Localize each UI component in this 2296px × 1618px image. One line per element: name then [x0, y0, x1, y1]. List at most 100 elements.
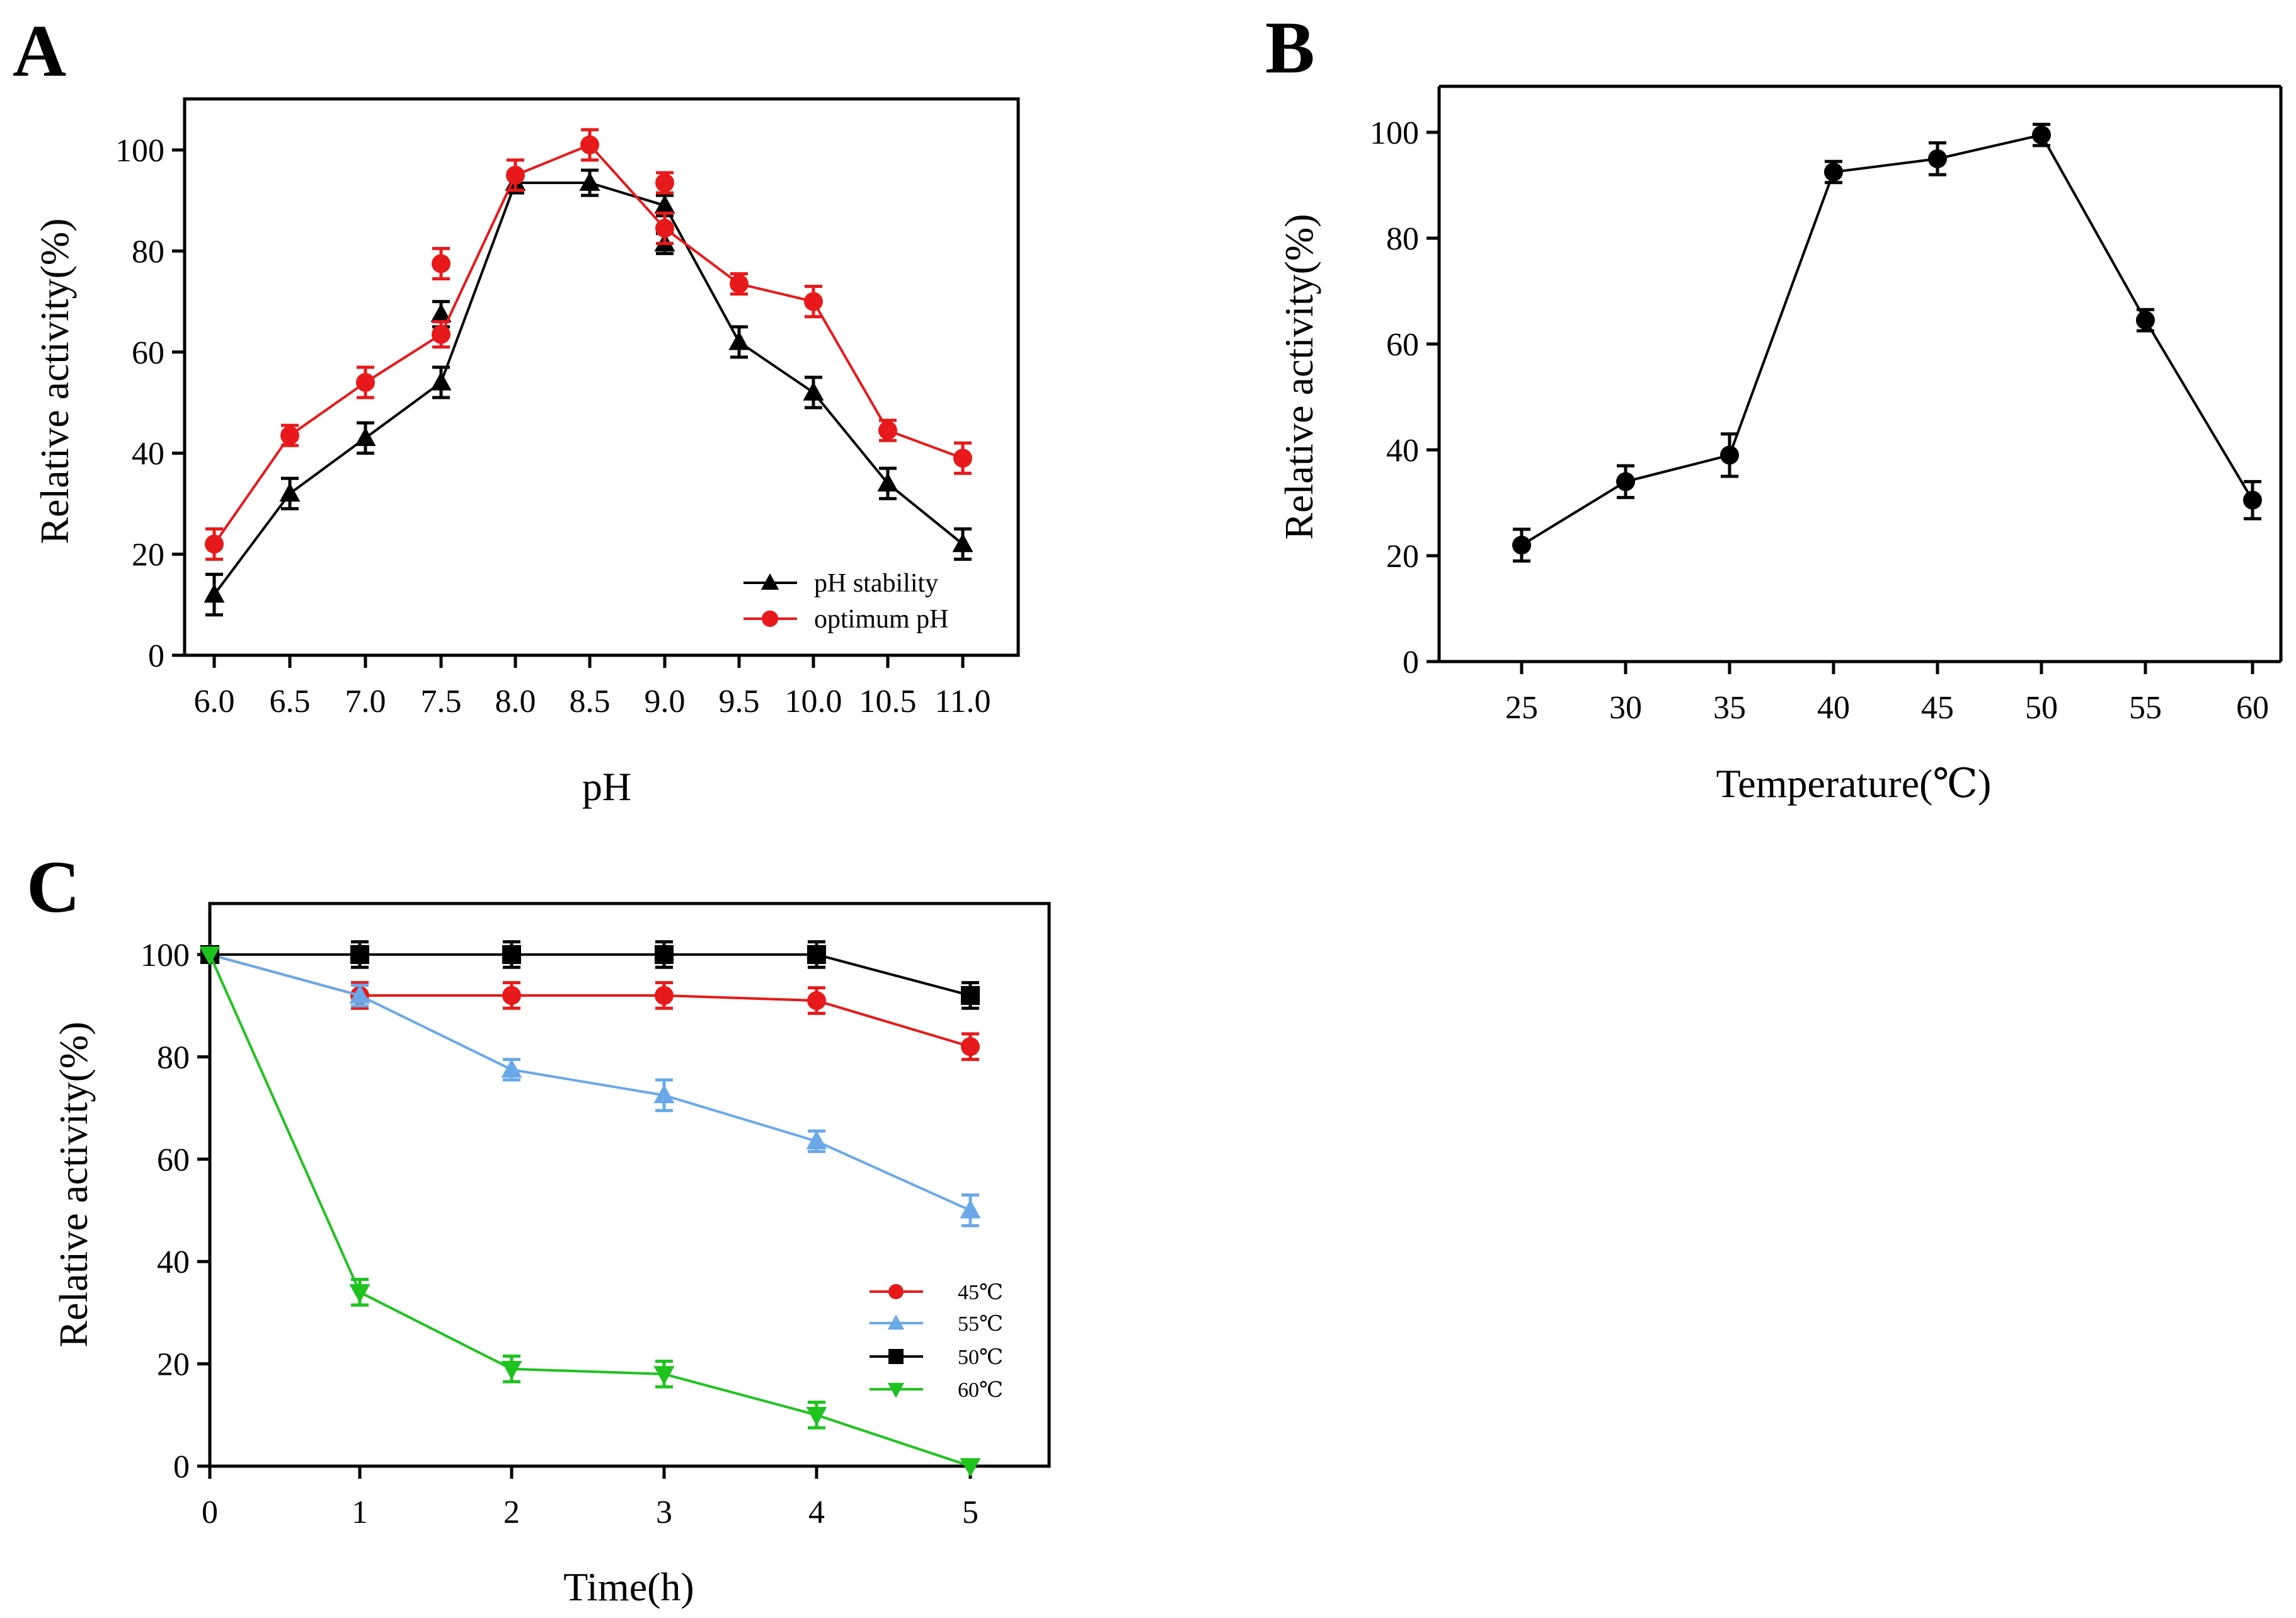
- data-point: [728, 331, 750, 350]
- data-point: [878, 421, 897, 440]
- legend-marker: [887, 1382, 905, 1398]
- data-point: [1512, 536, 1531, 555]
- data-point: [502, 945, 521, 964]
- data-point: [806, 1130, 827, 1150]
- panel-b-series-0: [1512, 122, 2262, 563]
- legend-marker: [761, 573, 779, 590]
- panel-c-xlabel: Time(h): [563, 1564, 694, 1609]
- panel-c-xtick-label: 1: [352, 1495, 368, 1530]
- panel-a-xlabel: pH: [582, 764, 631, 809]
- panel-a-xtick-label: 7.5: [421, 684, 462, 720]
- legend-marker: [887, 1314, 905, 1330]
- panel-c-chart: C Relative activity(%) Time(h) 020406080…: [26, 846, 1051, 1609]
- panel-b-xtick-label: 25: [1505, 690, 1538, 726]
- data-point: [806, 1407, 827, 1426]
- data-point: [961, 1037, 980, 1057]
- data-point: [2243, 490, 2262, 510]
- data-point: [506, 166, 525, 185]
- data-point: [1616, 472, 1635, 491]
- panel-b-xtick-label: 50: [2025, 690, 2058, 726]
- data-point: [804, 292, 823, 311]
- panel-b-letter: B: [1265, 6, 1315, 89]
- data-point: [960, 1458, 981, 1477]
- legend-marker: [888, 1284, 904, 1299]
- legend-label: pH stability: [814, 569, 938, 598]
- panel-a-ytick-label: 20: [132, 537, 164, 573]
- panel-a-ytick-label: 0: [148, 638, 164, 674]
- series-line: [210, 953, 971, 997]
- panel-a-xtick-label: 8.0: [495, 684, 536, 720]
- series-line: [209, 953, 971, 1212]
- panel-b-ytick-label: 40: [1386, 433, 1419, 469]
- data-point: [501, 1360, 522, 1380]
- panel-a-frame: [183, 97, 1020, 657]
- panel-a-xtick-label: 10.5: [859, 684, 917, 720]
- legend-marker: [762, 611, 778, 627]
- panel-c-ytick-label: 100: [141, 938, 190, 973]
- data-point: [430, 303, 452, 323]
- data-point: [355, 427, 376, 446]
- panel-a-ytick-label: 100: [115, 133, 164, 169]
- panel-c-frame: [208, 902, 1051, 1468]
- data-point: [730, 274, 749, 294]
- panel-c-xtick-label: 3: [656, 1495, 672, 1530]
- data-point: [877, 473, 898, 492]
- panel-a-xtick-label: 6.0: [194, 684, 235, 720]
- panel-a-ytick-label: 60: [132, 335, 164, 371]
- panel-a-xtick-label: 11.0: [934, 684, 990, 720]
- panel-b-ylabel: Relative activity(%): [1277, 214, 1321, 539]
- panel-c-series-2: [200, 940, 980, 1010]
- legend-label: 50℃: [958, 1346, 1003, 1369]
- data-point: [580, 135, 599, 154]
- data-point: [2136, 311, 2155, 330]
- panel-b-xtick-label: 40: [1817, 690, 1850, 726]
- panel-a-ytick-label: 80: [132, 234, 164, 270]
- data-point: [655, 985, 674, 1005]
- legend-label: optimum pH: [814, 605, 949, 634]
- data-point: [356, 372, 375, 392]
- data-point: [199, 946, 221, 966]
- data-point: [204, 583, 225, 603]
- data-point: [953, 449, 972, 468]
- data-point: [280, 426, 299, 445]
- panel-b-xtick-label: 55: [2129, 690, 2162, 726]
- panel-c-xtick-label: 5: [962, 1495, 979, 1530]
- data-point: [654, 194, 675, 214]
- panel-c-xtick-label: 4: [808, 1495, 825, 1530]
- panel-b-xtick-label: 45: [1921, 690, 1954, 726]
- data-point: [952, 533, 973, 553]
- data-point: [432, 254, 451, 273]
- panel-a-chart: A Relative activity(%) pH 0 20 40 60 80 100 6.…: [13, 9, 1020, 809]
- panel-c-series-3: [199, 946, 981, 1477]
- panel-c-ytick-label: 80: [157, 1040, 190, 1076]
- series-line: [209, 954, 971, 1467]
- panel-a-xtick-label: 10.0: [785, 684, 842, 720]
- legend-label: 55℃: [958, 1312, 1003, 1336]
- data-point: [502, 985, 521, 1005]
- panel-b-ytick-label: 100: [1370, 115, 1419, 151]
- panel-a-letter: A: [13, 9, 66, 92]
- panel-c-ylabel: Relative activity(%): [51, 1021, 96, 1347]
- data-point: [1720, 445, 1739, 465]
- panel-b-chart: B Relative activity(%) Temperature(℃) 0 2…: [1265, 6, 2283, 806]
- panel-c-xtick-label: 2: [503, 1495, 520, 1530]
- panel-a-ytick-label: 40: [132, 436, 164, 472]
- panel-c-letter: C: [26, 846, 80, 928]
- data-point: [653, 1366, 675, 1386]
- panel-a-xtick-label: 9.5: [719, 684, 760, 720]
- panel-a-xtick-label: 6.5: [270, 684, 311, 720]
- panel-a-xtick-label: 8.5: [570, 684, 611, 720]
- panel-a-series-1: [205, 128, 972, 561]
- legend-label: 60℃: [958, 1379, 1003, 1402]
- panel-b-xtick-label: 60: [2236, 690, 2269, 726]
- data-point: [279, 483, 301, 502]
- panel-a-xtick-label: 9.0: [645, 684, 686, 720]
- data-point: [1824, 163, 1843, 181]
- panel-c-ytick-label: 40: [157, 1244, 190, 1280]
- data-point: [349, 1284, 370, 1304]
- legend-label: 45℃: [958, 1281, 1003, 1304]
- data-point: [655, 945, 674, 964]
- panel-b-ytick-label: 0: [1403, 645, 1419, 680]
- panel-c-xtick-label: 0: [202, 1495, 218, 1530]
